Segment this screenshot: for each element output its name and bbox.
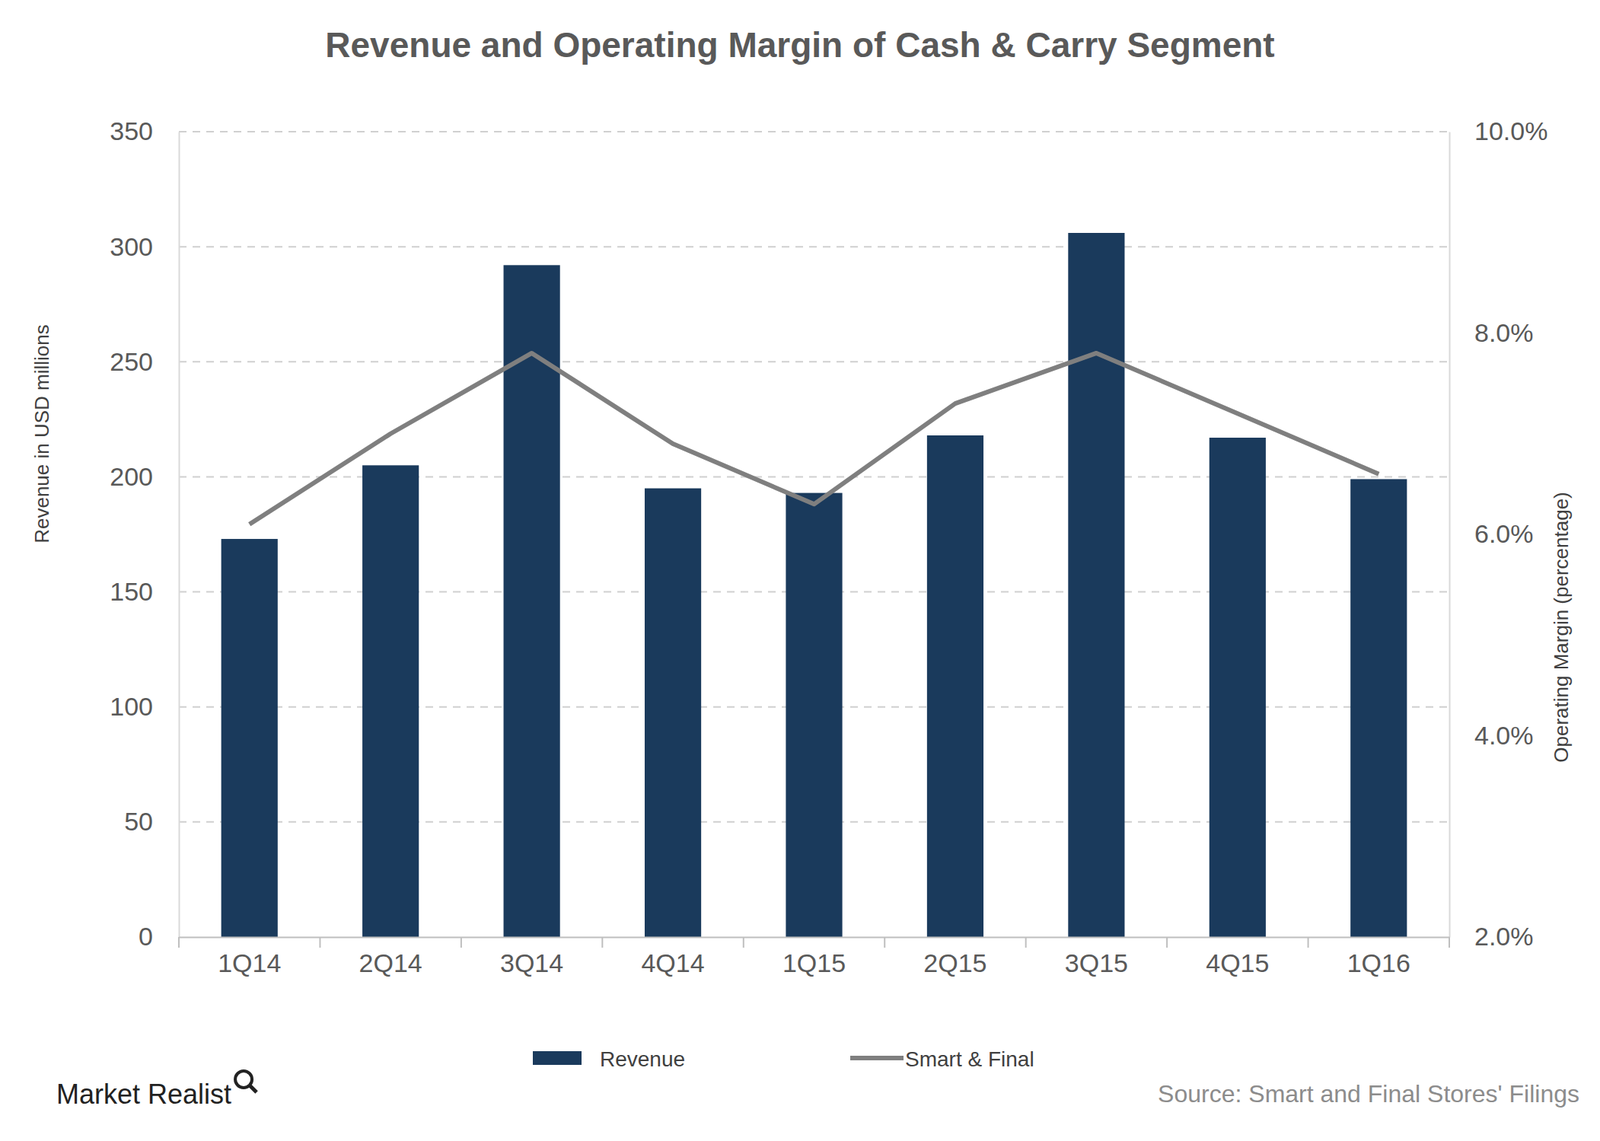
tick-label: 350 bbox=[109, 116, 153, 146]
tick-label: 4Q15 bbox=[1205, 948, 1269, 978]
category-separator bbox=[1025, 937, 1027, 948]
tick-label: 1Q14 bbox=[217, 948, 281, 978]
tick-label: 2Q15 bbox=[923, 948, 987, 978]
legend: Revenue Smart & Final bbox=[532, 1047, 1035, 1071]
tick: 50 bbox=[124, 806, 179, 836]
tick-label: 6.0% bbox=[1474, 519, 1534, 549]
tick: 1Q14 bbox=[217, 937, 281, 978]
bar bbox=[1067, 232, 1125, 938]
grid-line bbox=[178, 130, 1450, 133]
marks bbox=[221, 232, 1408, 938]
bar bbox=[221, 538, 278, 938]
tick-label: 300 bbox=[109, 232, 153, 262]
tick-label: 150 bbox=[109, 576, 153, 606]
y-axis: 0 50 100 150 200 250 300 350 bbox=[109, 116, 179, 951]
bar bbox=[785, 493, 842, 938]
tick-label: 0 bbox=[138, 921, 153, 951]
chart: 0 50 100 150 200 250 300 350 2.0% 4.0% 6.0% 8.0% 10.… bbox=[0, 0, 1600, 1141]
legend-label: Smart & Final bbox=[905, 1047, 1035, 1071]
category-separator bbox=[742, 937, 745, 948]
tick: 2.0% bbox=[1449, 921, 1534, 951]
tick-label: 8.0% bbox=[1474, 318, 1534, 348]
title: Revenue and Operating Margin of Cash & C… bbox=[325, 25, 1275, 65]
logo-icon bbox=[235, 1070, 252, 1088]
tick: 300 bbox=[109, 232, 179, 262]
line bbox=[249, 353, 1380, 525]
tick: 4Q15 bbox=[1205, 937, 1269, 978]
legend-item: Revenue bbox=[532, 1047, 686, 1071]
x-axis: 1Q14 2Q14 3Q14 4Q14 1Q15 2Q15 3Q15 4Q15 1Q16 bbox=[178, 937, 1451, 978]
legend-swatch bbox=[532, 1051, 582, 1065]
tick-label: 10.0% bbox=[1474, 116, 1548, 146]
grid-line bbox=[178, 245, 1450, 248]
category-separator bbox=[1307, 937, 1310, 948]
legend-swatch bbox=[850, 1055, 904, 1061]
tick: 1Q15 bbox=[782, 937, 846, 978]
tick-label: 3Q15 bbox=[1064, 948, 1129, 978]
bar bbox=[1209, 437, 1266, 938]
axis-line bbox=[178, 132, 181, 938]
tick: 250 bbox=[109, 347, 179, 377]
category-separator bbox=[601, 937, 603, 948]
category-separator bbox=[460, 937, 463, 948]
tick-label: 100 bbox=[109, 691, 153, 721]
tick: 8.0% bbox=[1449, 318, 1534, 348]
tick-label: 1Q15 bbox=[782, 948, 846, 978]
category-separator bbox=[318, 937, 321, 948]
category-separator bbox=[178, 937, 180, 948]
axis-line bbox=[179, 937, 1451, 939]
tick: 150 bbox=[109, 576, 179, 606]
bar bbox=[644, 488, 702, 938]
tick: 4Q14 bbox=[640, 937, 705, 978]
logo: Market Realist bbox=[56, 1070, 257, 1110]
category-separator bbox=[1166, 937, 1168, 948]
y2-axis: 2.0% 4.0% 6.0% 8.0% 10.0% bbox=[1449, 116, 1548, 951]
tick-label: 200 bbox=[109, 462, 153, 491]
tick: 1Q16 bbox=[1347, 937, 1411, 978]
plot: 0 50 100 150 200 250 300 350 2.0% 4.0% 6.0% 8.0% 10.… bbox=[109, 116, 1548, 978]
tick-label: 3Q14 bbox=[500, 948, 564, 978]
bar bbox=[1350, 478, 1407, 938]
tick-label: 250 bbox=[109, 347, 153, 377]
category-separator bbox=[1448, 937, 1451, 948]
tick-label: 2.0% bbox=[1474, 921, 1534, 951]
y2-axis-title: Operating Margin (percentage) bbox=[1549, 491, 1573, 763]
legend-item: Smart & Final bbox=[850, 1047, 1035, 1071]
category-separator bbox=[883, 937, 886, 948]
logo-text: Market Realist bbox=[56, 1078, 232, 1110]
tick: 3Q14 bbox=[500, 937, 564, 978]
logo-icon bbox=[249, 1085, 257, 1093]
bar bbox=[927, 435, 984, 938]
tick-label: 2Q14 bbox=[359, 948, 423, 978]
tick: 2Q14 bbox=[359, 937, 423, 978]
tick: 200 bbox=[109, 462, 179, 491]
tick-label: 4.0% bbox=[1474, 720, 1534, 750]
tick-label: 4Q14 bbox=[640, 948, 705, 978]
tick: 4.0% bbox=[1449, 720, 1534, 750]
grid-line bbox=[178, 360, 1450, 363]
y-axis-title: Revenue in USD millions bbox=[30, 324, 54, 544]
tick-label: 1Q16 bbox=[1347, 948, 1411, 978]
bar bbox=[362, 465, 419, 938]
axis-line bbox=[1449, 132, 1451, 938]
tick: 0 bbox=[138, 921, 179, 951]
tick-label: 50 bbox=[124, 806, 153, 836]
tick: 3Q15 bbox=[1064, 937, 1129, 978]
tick: 10.0% bbox=[1449, 116, 1548, 146]
tick: 2Q15 bbox=[923, 937, 987, 978]
source: Source: Smart and Final Stores' Filings bbox=[1157, 1080, 1580, 1108]
tick: 350 bbox=[109, 116, 179, 146]
tick: 100 bbox=[109, 691, 179, 721]
legend-label: Revenue bbox=[599, 1047, 686, 1071]
tick: 6.0% bbox=[1449, 519, 1534, 549]
